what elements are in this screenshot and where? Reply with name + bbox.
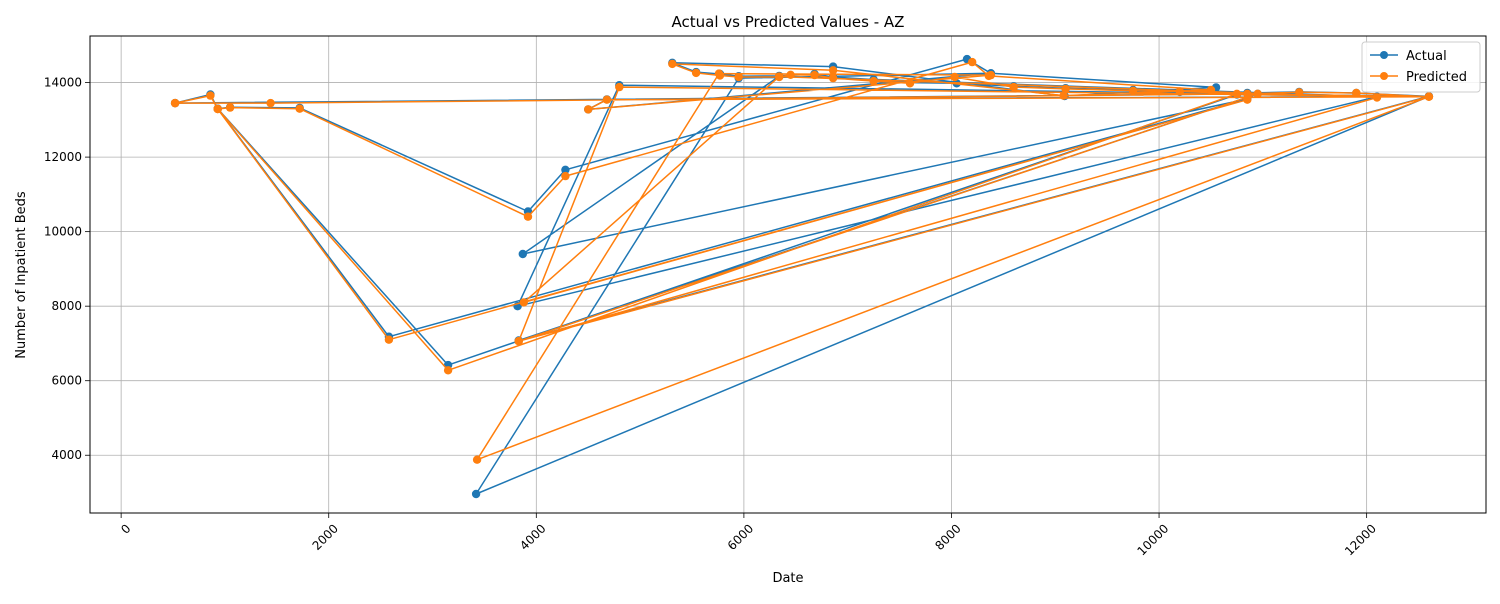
data-point-predicted bbox=[1061, 84, 1070, 94]
data-point-predicted bbox=[1175, 87, 1185, 96]
data-point-predicted bbox=[561, 171, 570, 181]
y-axis-label: Number of Inpatient Beds bbox=[14, 191, 29, 359]
y-tick-label: 6000 bbox=[51, 374, 82, 388]
data-point-predicted bbox=[1059, 91, 1068, 100]
data-point-predicted bbox=[225, 103, 235, 112]
data-point-actual bbox=[518, 249, 527, 259]
data-point-predicted bbox=[615, 82, 624, 92]
data-point-predicted bbox=[1295, 88, 1304, 97]
data-point-predicted bbox=[905, 79, 915, 88]
data-point-predicted bbox=[786, 70, 795, 80]
series-layer bbox=[170, 54, 1434, 499]
data-point-predicted bbox=[384, 335, 394, 344]
data-point-predicted bbox=[1128, 86, 1138, 96]
data-point-predicted bbox=[266, 98, 275, 108]
data-point-predicted bbox=[170, 98, 180, 108]
data-point-predicted bbox=[213, 104, 222, 114]
y-tick-label: 4000 bbox=[51, 448, 82, 462]
data-point-predicted bbox=[602, 95, 612, 104]
data-point-predicted bbox=[1253, 89, 1262, 99]
plot-frame bbox=[89, 35, 1487, 514]
data-point-predicted bbox=[443, 366, 453, 375]
data-point-predicted bbox=[869, 76, 878, 86]
legend-actual-label: Actual bbox=[1406, 49, 1447, 64]
y-tick-label: 10000 bbox=[44, 225, 82, 239]
data-point-predicted bbox=[472, 455, 482, 464]
legend-predicted-marker bbox=[1380, 72, 1388, 80]
data-point-predicted bbox=[828, 73, 838, 83]
data-point-predicted bbox=[1232, 89, 1242, 99]
legend-predicted-label: Predicted bbox=[1406, 70, 1467, 85]
data-point-predicted bbox=[584, 105, 593, 114]
data-point-predicted bbox=[691, 68, 701, 78]
grid-lines bbox=[90, 36, 1486, 513]
data-point-actual bbox=[471, 489, 481, 499]
data-point-predicted bbox=[295, 104, 304, 113]
data-point-predicted bbox=[986, 70, 996, 80]
series-predicted bbox=[170, 57, 1434, 464]
chart-title: Actual vs Predicted Values - AZ bbox=[672, 13, 905, 31]
data-point-predicted bbox=[1424, 92, 1434, 101]
data-point-predicted bbox=[206, 91, 215, 100]
data-point-predicted bbox=[668, 59, 677, 69]
data-point-predicted bbox=[775, 72, 784, 81]
data-point-predicted bbox=[968, 57, 977, 67]
data-point-predicted bbox=[714, 69, 724, 78]
data-point-actual bbox=[561, 165, 570, 174]
data-point-predicted bbox=[1009, 82, 1018, 92]
y-tick-label: 8000 bbox=[51, 299, 82, 313]
legend-actual-marker bbox=[1380, 51, 1388, 59]
data-point-predicted bbox=[810, 70, 819, 80]
data-point-predicted bbox=[734, 72, 743, 82]
data-point-predicted bbox=[950, 72, 959, 82]
data-point-predicted bbox=[523, 212, 533, 221]
x-axis-label: Date bbox=[772, 571, 803, 586]
data-point-predicted bbox=[828, 66, 838, 75]
y-tick-label: 12000 bbox=[44, 150, 82, 164]
data-point-predicted bbox=[519, 298, 528, 307]
data-point-predicted bbox=[1243, 95, 1252, 104]
data-point-predicted bbox=[1352, 88, 1361, 98]
data-point-predicted bbox=[1206, 85, 1216, 95]
y-tick-label: 14000 bbox=[44, 76, 82, 90]
data-point-predicted bbox=[514, 337, 523, 346]
data-point-predicted bbox=[1372, 93, 1382, 102]
series-line-predicted bbox=[174, 61, 1430, 461]
legend: Actual Predicted bbox=[1361, 41, 1481, 93]
data-point-predicted bbox=[1243, 89, 1252, 99]
